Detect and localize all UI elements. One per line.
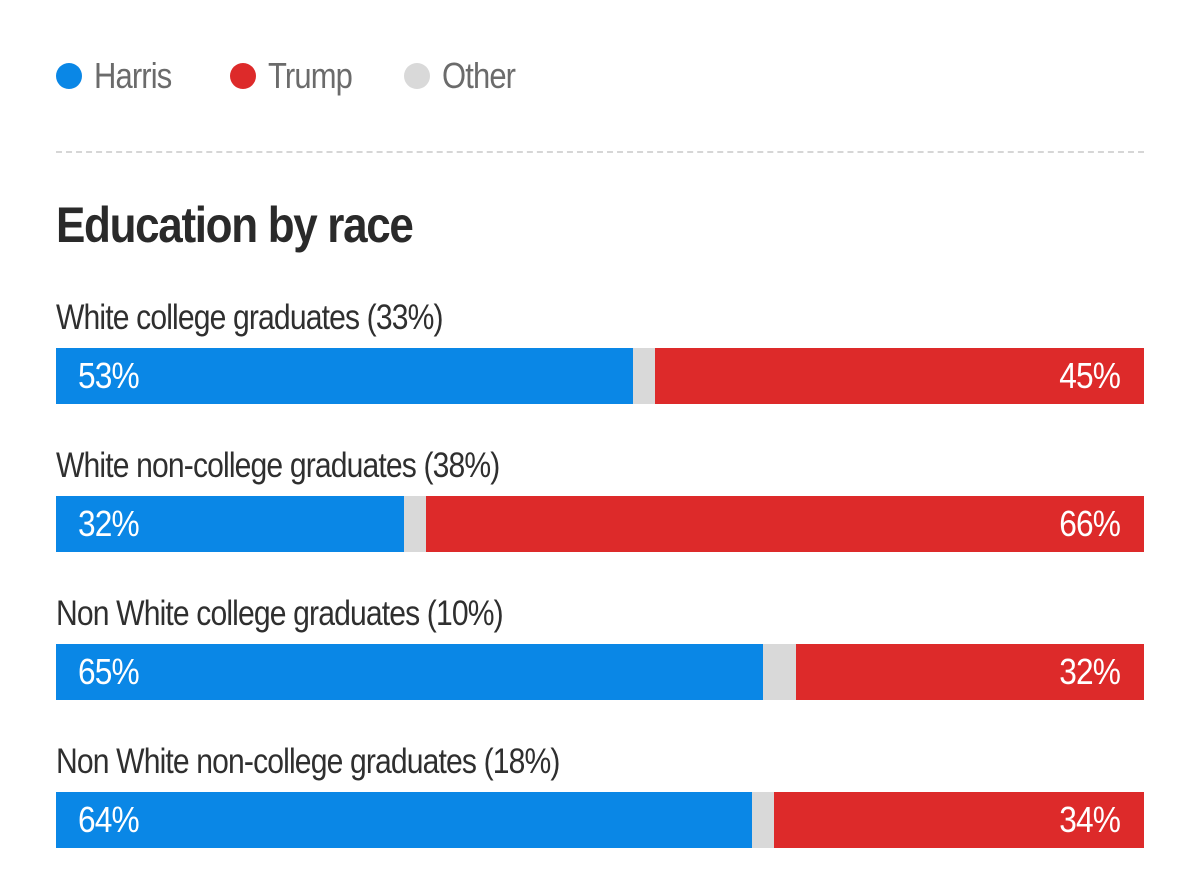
bar-segment-harris: 53%	[56, 348, 633, 404]
category-label: White college graduates (33%)	[56, 298, 444, 337]
data-label-trump: 32%	[1059, 651, 1121, 692]
bar-row: White non-college graduates (38%) 32% 66%	[56, 440, 1144, 552]
legend-item-other: Other	[404, 55, 532, 97]
stacked-bar: 32% 66%	[56, 496, 1144, 552]
category-label: Non White college graduates (10%)	[56, 594, 504, 633]
data-label-harris: 32%	[78, 503, 140, 544]
bar-segment-trump: 66%	[426, 496, 1144, 552]
bar-segment-other	[633, 348, 655, 404]
data-label-trump: 34%	[1059, 799, 1121, 840]
data-label-harris: 53%	[78, 355, 140, 396]
stacked-bar: 64% 34%	[56, 792, 1144, 848]
legend-label-trump: Trump	[268, 55, 353, 96]
data-label-trump: 45%	[1059, 355, 1121, 396]
bar-segment-harris: 32%	[56, 496, 404, 552]
bar-segment-harris: 64%	[56, 792, 752, 848]
category-label: White non-college graduates (38%)	[56, 446, 500, 485]
stacked-bar: 65% 32%	[56, 644, 1144, 700]
bar-segment-harris: 65%	[56, 644, 763, 700]
divider	[56, 151, 1144, 153]
bar-segment-trump: 45%	[655, 348, 1144, 404]
category-label: Non White non-college graduates (18%)	[56, 742, 560, 781]
bar-segment-trump: 32%	[796, 644, 1144, 700]
bar-row: Non White college graduates (10%) 65% 32%	[56, 588, 1144, 700]
data-label-harris: 64%	[78, 799, 140, 840]
data-label-harris: 65%	[78, 651, 140, 692]
legend-item-harris: Harris	[56, 55, 184, 97]
bar-segment-other	[752, 792, 774, 848]
bar-segment-other	[763, 644, 796, 700]
legend-item-trump: Trump	[230, 55, 358, 97]
legend-dot-trump	[230, 63, 256, 89]
bar-segment-trump: 34%	[774, 792, 1144, 848]
chart-title: Education by race	[56, 197, 414, 253]
data-label-trump: 66%	[1059, 503, 1121, 544]
legend-dot-other	[404, 63, 430, 89]
bar-row: Non White non-college graduates (18%) 64%…	[56, 736, 1144, 848]
legend: Harris Trump Other	[56, 52, 532, 100]
legend-dot-harris	[56, 63, 82, 89]
bar-row: White college graduates (33%) 53% 45%	[56, 292, 1144, 404]
bar-segment-other	[404, 496, 426, 552]
legend-label-harris: Harris	[94, 55, 172, 96]
stacked-bar: 53% 45%	[56, 348, 1144, 404]
legend-label-other: Other	[442, 55, 516, 96]
